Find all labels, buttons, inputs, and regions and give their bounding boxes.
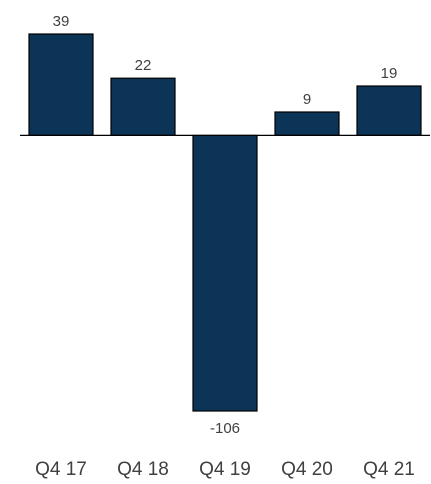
x-tick-label: Q4 17 bbox=[35, 459, 87, 480]
data-labels-group: 39 22 -106 9 19 bbox=[53, 13, 398, 437]
x-axis-tick-labels: Q4 17 Q4 18 Q4 19 Q4 20 Q4 21 bbox=[35, 459, 415, 480]
bar-q4-21 bbox=[356, 85, 422, 137]
bar-q4-19 bbox=[192, 134, 258, 412]
bar-q4-17 bbox=[28, 33, 94, 137]
data-label: 19 bbox=[381, 65, 398, 82]
x-tick-label: Q4 18 bbox=[117, 459, 169, 480]
data-label: 22 bbox=[135, 57, 152, 74]
data-label: -106 bbox=[210, 420, 240, 437]
data-label: 39 bbox=[53, 13, 70, 30]
data-label: 9 bbox=[303, 91, 311, 108]
bar-q4-18 bbox=[110, 77, 176, 136]
bars-group bbox=[28, 33, 422, 412]
x-tick-label: Q4 20 bbox=[281, 459, 333, 480]
x-tick-label: Q4 19 bbox=[199, 459, 251, 480]
x-tick-label: Q4 21 bbox=[363, 459, 415, 480]
bar-q4-20 bbox=[274, 111, 340, 136]
